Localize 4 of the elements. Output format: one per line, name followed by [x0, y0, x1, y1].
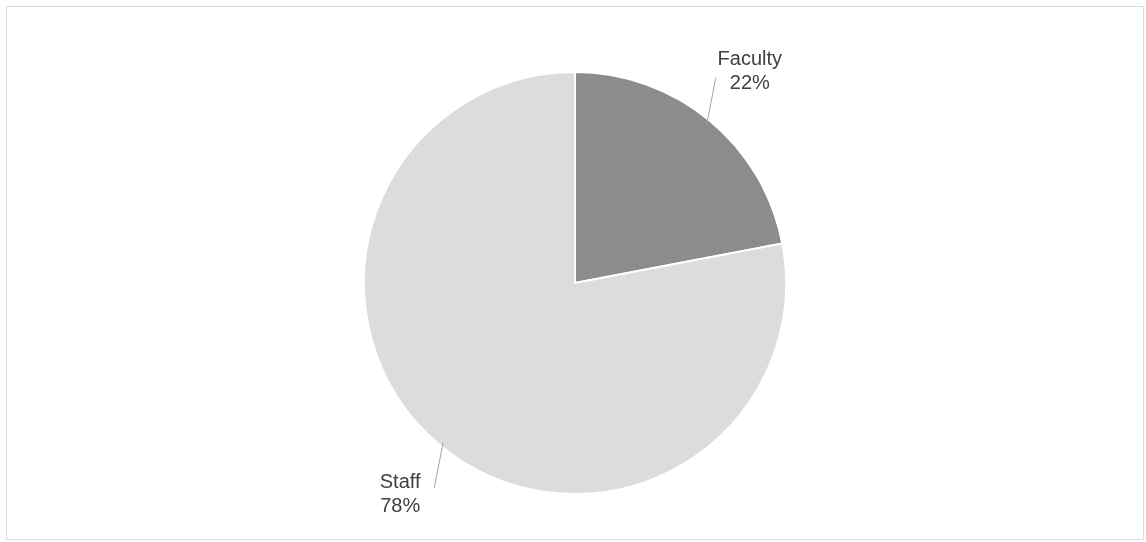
data-label: 22%: [729, 71, 771, 94]
data-label: 78%: [380, 493, 421, 516]
slice-label: Staff: [379, 469, 421, 492]
slice-label: Faculty: [717, 47, 783, 70]
